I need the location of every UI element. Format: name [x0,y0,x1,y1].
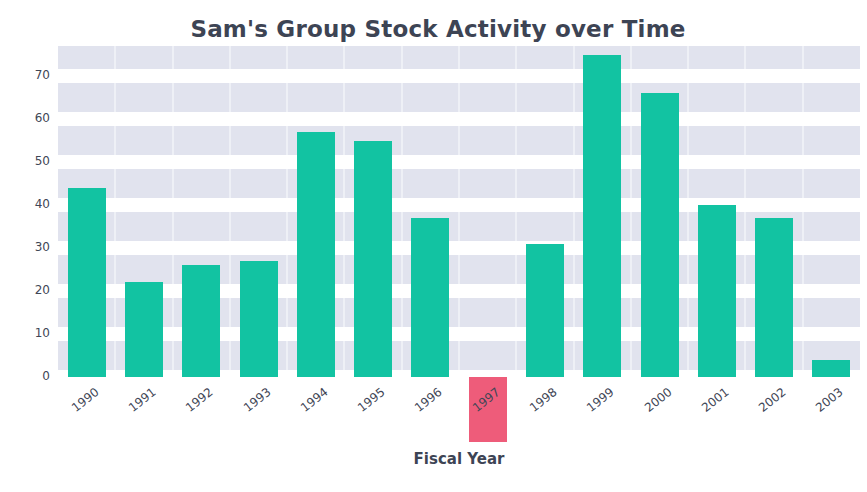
bar-1990 [68,188,106,377]
x-tick-label: 2000 [641,385,674,415]
grid-vline [229,46,231,377]
bar-2000 [641,93,679,377]
grid-vline [687,46,689,377]
bar-2003 [812,360,850,377]
x-tick-label: 2001 [699,385,732,415]
grid-vline [744,46,746,377]
grid-vline [573,46,575,377]
bar-1993 [240,261,278,377]
plot-area [58,46,860,377]
y-tick-label: 70 [0,68,50,82]
y-tick-label: 0 [0,369,50,383]
y-tick-label: 20 [0,283,50,297]
y-tick-label: 60 [0,111,50,125]
grid-vline [802,46,804,377]
grid-vline [286,46,288,377]
x-tick-label: 1992 [183,385,216,415]
bar-2001 [698,205,736,377]
bar-1995 [354,141,392,378]
x-tick-label: 1996 [412,385,445,415]
bar-1996 [411,218,449,377]
y-tick-label: 10 [0,326,50,340]
grid-vline [458,46,460,377]
grid-vline [401,46,403,377]
grid-vline [114,46,116,377]
grid-vline [343,46,345,377]
x-tick-label: 1994 [298,385,331,415]
bar-1999 [583,55,621,378]
chart-title: Sam's Group Stock Activity over Time [58,16,818,42]
x-tick-label: 1993 [240,385,273,415]
x-tick-label: 2002 [756,385,789,415]
x-axis-title: Fiscal Year [58,450,860,468]
bar-chart-figure: Sam's Group Stock Activity over Time Sto… [0,0,867,492]
y-tick-label: 40 [0,197,50,211]
bar-1994 [297,132,335,377]
x-tick-label: 1991 [126,385,159,415]
bar-2002 [755,218,793,377]
x-tick-label: 1990 [69,385,102,415]
bar-1998 [526,244,564,377]
x-tick-label: 1999 [584,385,617,415]
bar-1992 [182,265,220,377]
grid-vline [172,46,174,377]
x-tick-label: 1995 [355,385,388,415]
x-tick-label: 2003 [813,385,846,415]
grid-vline [630,46,632,377]
y-tick-label: 30 [0,240,50,254]
bar-1991 [125,282,163,377]
x-tick-label: 1998 [527,385,560,415]
grid-vline [515,46,517,377]
y-tick-label: 50 [0,154,50,168]
